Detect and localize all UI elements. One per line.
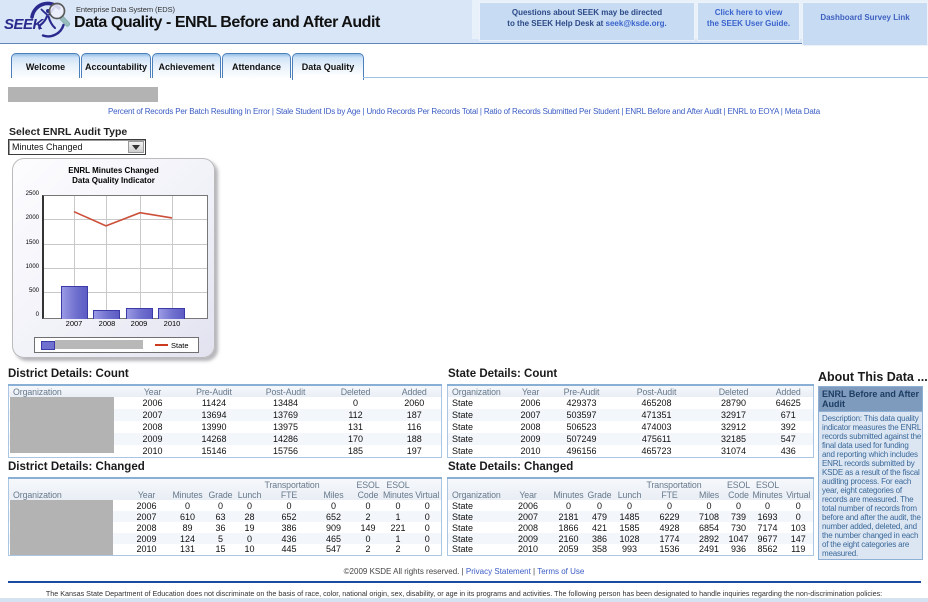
svg-text:SEEK: SEEK xyxy=(4,16,45,33)
